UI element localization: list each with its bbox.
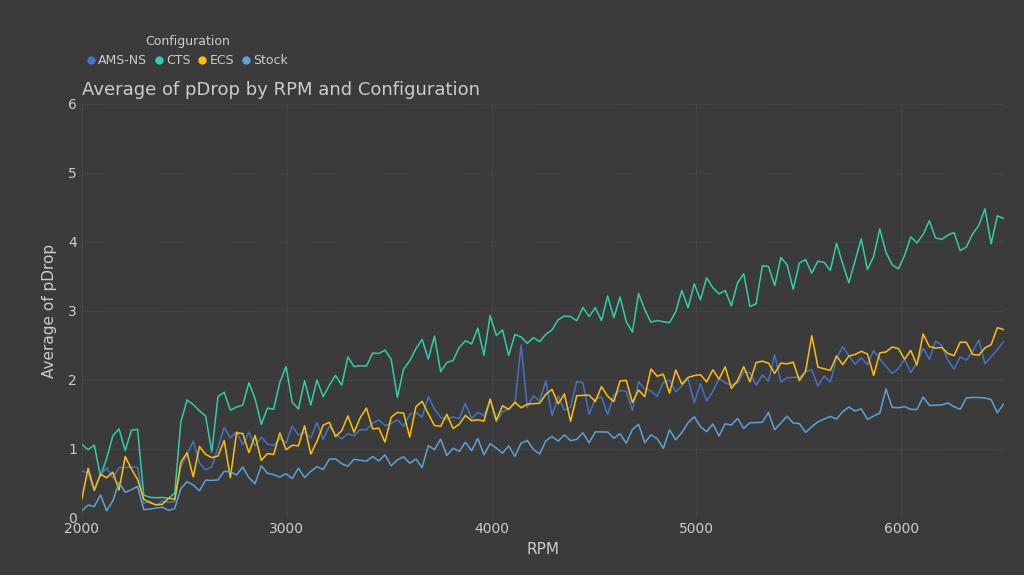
Y-axis label: Average of pDrop: Average of pDrop: [42, 243, 57, 378]
X-axis label: RPM: RPM: [526, 542, 559, 557]
Legend: AMS-NS, CTS, ECS, Stock: AMS-NS, CTS, ECS, Stock: [88, 35, 288, 67]
Text: Average of pDrop by RPM and Configuration: Average of pDrop by RPM and Configuratio…: [82, 81, 480, 99]
